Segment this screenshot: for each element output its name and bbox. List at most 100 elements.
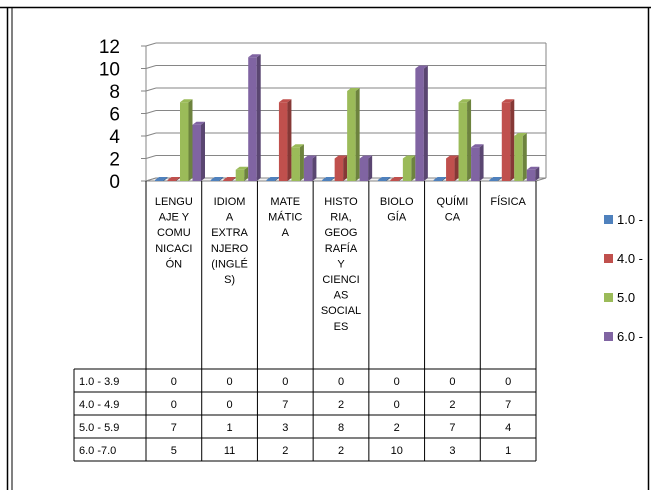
bar-side [411,155,416,181]
bar-top [390,177,403,180]
bar-top [415,65,428,69]
legend-label: 6.0 - [617,329,643,344]
bar-side [355,88,360,181]
table-cell: 1 [505,445,511,457]
bar-top [322,177,335,180]
bar-top [334,155,348,159]
table-cell: 2 [394,422,400,434]
legend-swatch [604,293,613,302]
bar-side [343,155,348,181]
bar [526,169,536,181]
bar-top [458,99,472,103]
bar [303,158,313,181]
category-label: A [282,227,290,239]
legend-swatch [604,254,613,263]
bar [415,68,424,181]
category-label: HISTO [324,196,358,208]
table-cell: 8 [338,422,344,434]
table-cell: 7 [449,422,455,434]
bar [266,180,275,181]
bar-side [330,177,335,181]
gridline-depth [145,42,157,47]
bar-side [368,155,373,181]
y-tick-label: 0 [109,172,120,193]
bar [471,147,480,181]
bar-side [231,177,236,181]
bar-top [402,155,416,159]
category-label: ES [334,321,349,333]
category-label: BIOLO [380,196,414,208]
bar [322,180,331,181]
category-label: RAFÍA [325,242,358,255]
y-tick-label: 2 [109,150,120,171]
bar [248,57,257,181]
y-tick-label: 12 [99,37,120,58]
bar [180,102,189,181]
bar-top [210,177,224,180]
category-label: LENGU [155,196,193,208]
table-cell: 7 [171,422,177,434]
category-label: Y [337,258,345,270]
bar-top [501,99,515,103]
bar-side [219,177,224,181]
bar-top [180,99,193,103]
category-label: QUÍMI [437,195,469,208]
table-cell: 0 [394,399,400,411]
bar [155,180,164,181]
gridline-depth [145,155,157,159]
bar [223,180,232,181]
bar-top [433,177,447,180]
category-label: CA [445,212,461,224]
bar-top [526,166,540,170]
legend: 1.0 - 4.0 - 5.0 6.0 - [604,212,643,344]
gridline-depth [145,87,157,92]
legend-label: 5.0 [617,290,635,305]
bar-top [235,166,249,170]
bar [501,102,511,181]
bar-side [312,155,317,181]
table-cell: 7 [282,399,288,411]
bar [291,147,300,181]
bar [377,180,387,181]
y-tick-label: 10 [99,60,120,81]
table-cell: 0 [449,376,455,388]
bar-top [291,144,304,148]
table-cell: 1 [227,422,233,434]
bar-side [442,177,447,181]
y-tick-label: 6 [109,105,120,126]
bar-side [299,144,304,181]
table-cell: 3 [449,445,455,457]
table-cell: 0 [338,376,344,388]
bar [359,158,369,181]
bar-side [454,155,459,181]
table-cell: 2 [449,399,455,411]
table-cell: 0 [227,376,233,388]
row-header: 5.0 - 5.9 [79,422,119,434]
data-table: LENGU AJE Y COMU NICACI ÓN IDIOM A EXTRA NJERO (I… [73,181,537,462]
table-cell: 0 [394,376,400,388]
table-cell: 0 [505,376,511,388]
bar-top [471,144,484,148]
bar-top [377,177,391,180]
table-cell: 5 [171,445,177,457]
category-label: GEOG [324,227,357,239]
bar-side [163,177,168,181]
table-cell: 4 [505,422,511,434]
bar-side [274,177,279,181]
category-label: MATE [270,196,300,208]
bar [167,180,176,181]
bar-side [256,54,261,181]
bar-top [155,177,168,180]
row-header: 6.0 -7.0 [79,445,116,457]
bar [514,136,523,181]
bar-top [359,155,373,159]
bar [446,158,455,181]
category-label: CIENCI [322,274,359,286]
bar-top [303,155,317,159]
bar [347,91,356,181]
table-cell: 2 [282,445,288,457]
bar-side [201,121,205,181]
table-cell: 2 [338,445,344,457]
row-header: 1.0 - 3.9 [79,376,119,388]
